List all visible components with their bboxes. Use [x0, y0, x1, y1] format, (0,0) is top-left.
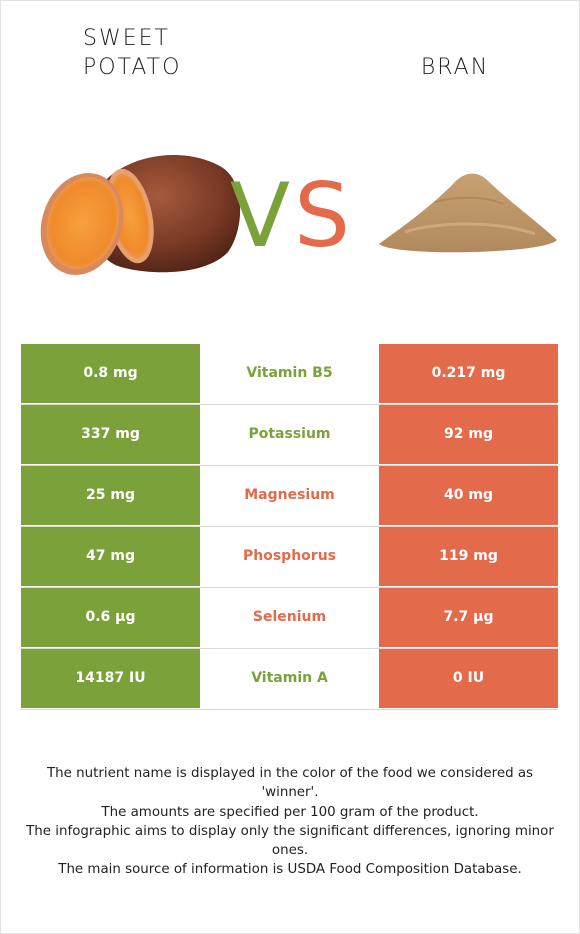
nutrient-name: Magnesium: [200, 466, 379, 525]
table-row: 0.6 µg Selenium 7.7 µg: [21, 588, 558, 649]
table-row: 0.8 mg Vitamin B5 0.217 mg: [21, 344, 558, 405]
left-food-value: 0.6 µg: [21, 588, 200, 648]
vs-mark: V S: [230, 168, 350, 258]
right-food-value: 0 IU: [379, 649, 558, 708]
footnote-line: The infographic aims to display only the…: [26, 823, 554, 859]
footnote-line: The nutrient name is displayed in the co…: [46, 766, 534, 801]
left-food-value: 47 mg: [21, 527, 200, 587]
left-food-title: SWEET POTATO: [83, 26, 182, 80]
footnote: The nutrient name is displayed in the co…: [20, 764, 560, 880]
right-food-value: 119 mg: [379, 527, 558, 587]
table-row: 47 mg Phosphorus 119 mg: [21, 527, 558, 588]
right-food-value: 7.7 µg: [379, 588, 558, 648]
nutrient-name: Potassium: [200, 405, 379, 464]
comparison-table: 0.8 mg Vitamin B5 0.217 mg 337 mg Potassium 9…: [21, 344, 558, 710]
sweet-potato-image: [40, 155, 241, 275]
left-food-value: 337 mg: [21, 405, 200, 465]
vs-s-letter: S: [294, 168, 350, 258]
right-food-value: 92 mg: [379, 405, 558, 465]
nutrient-name: Vitamin A: [200, 649, 379, 708]
footnote-line: The main source of information is USDA F…: [58, 862, 522, 878]
table-row: 25 mg Magnesium 40 mg: [21, 466, 558, 527]
left-food-value: 0.8 mg: [21, 344, 200, 404]
nutrient-name: Phosphorus: [200, 527, 379, 586]
right-food-title: BRAN: [420, 55, 490, 80]
right-food-value: 0.217 mg: [379, 344, 558, 404]
left-food-value: 25 mg: [21, 466, 200, 526]
nutrient-name: Selenium: [200, 588, 379, 647]
table-row: 337 mg Potassium 92 mg: [21, 405, 558, 466]
footnote-line: The amounts are specified per 100 gram o…: [101, 804, 479, 820]
nutrient-name: Vitamin B5: [200, 344, 379, 403]
bran-pile-image: [379, 173, 557, 253]
left-food-value: 14187 IU: [21, 649, 200, 708]
right-food-value: 40 mg: [379, 466, 558, 526]
vs-v-letter: V: [230, 168, 290, 258]
